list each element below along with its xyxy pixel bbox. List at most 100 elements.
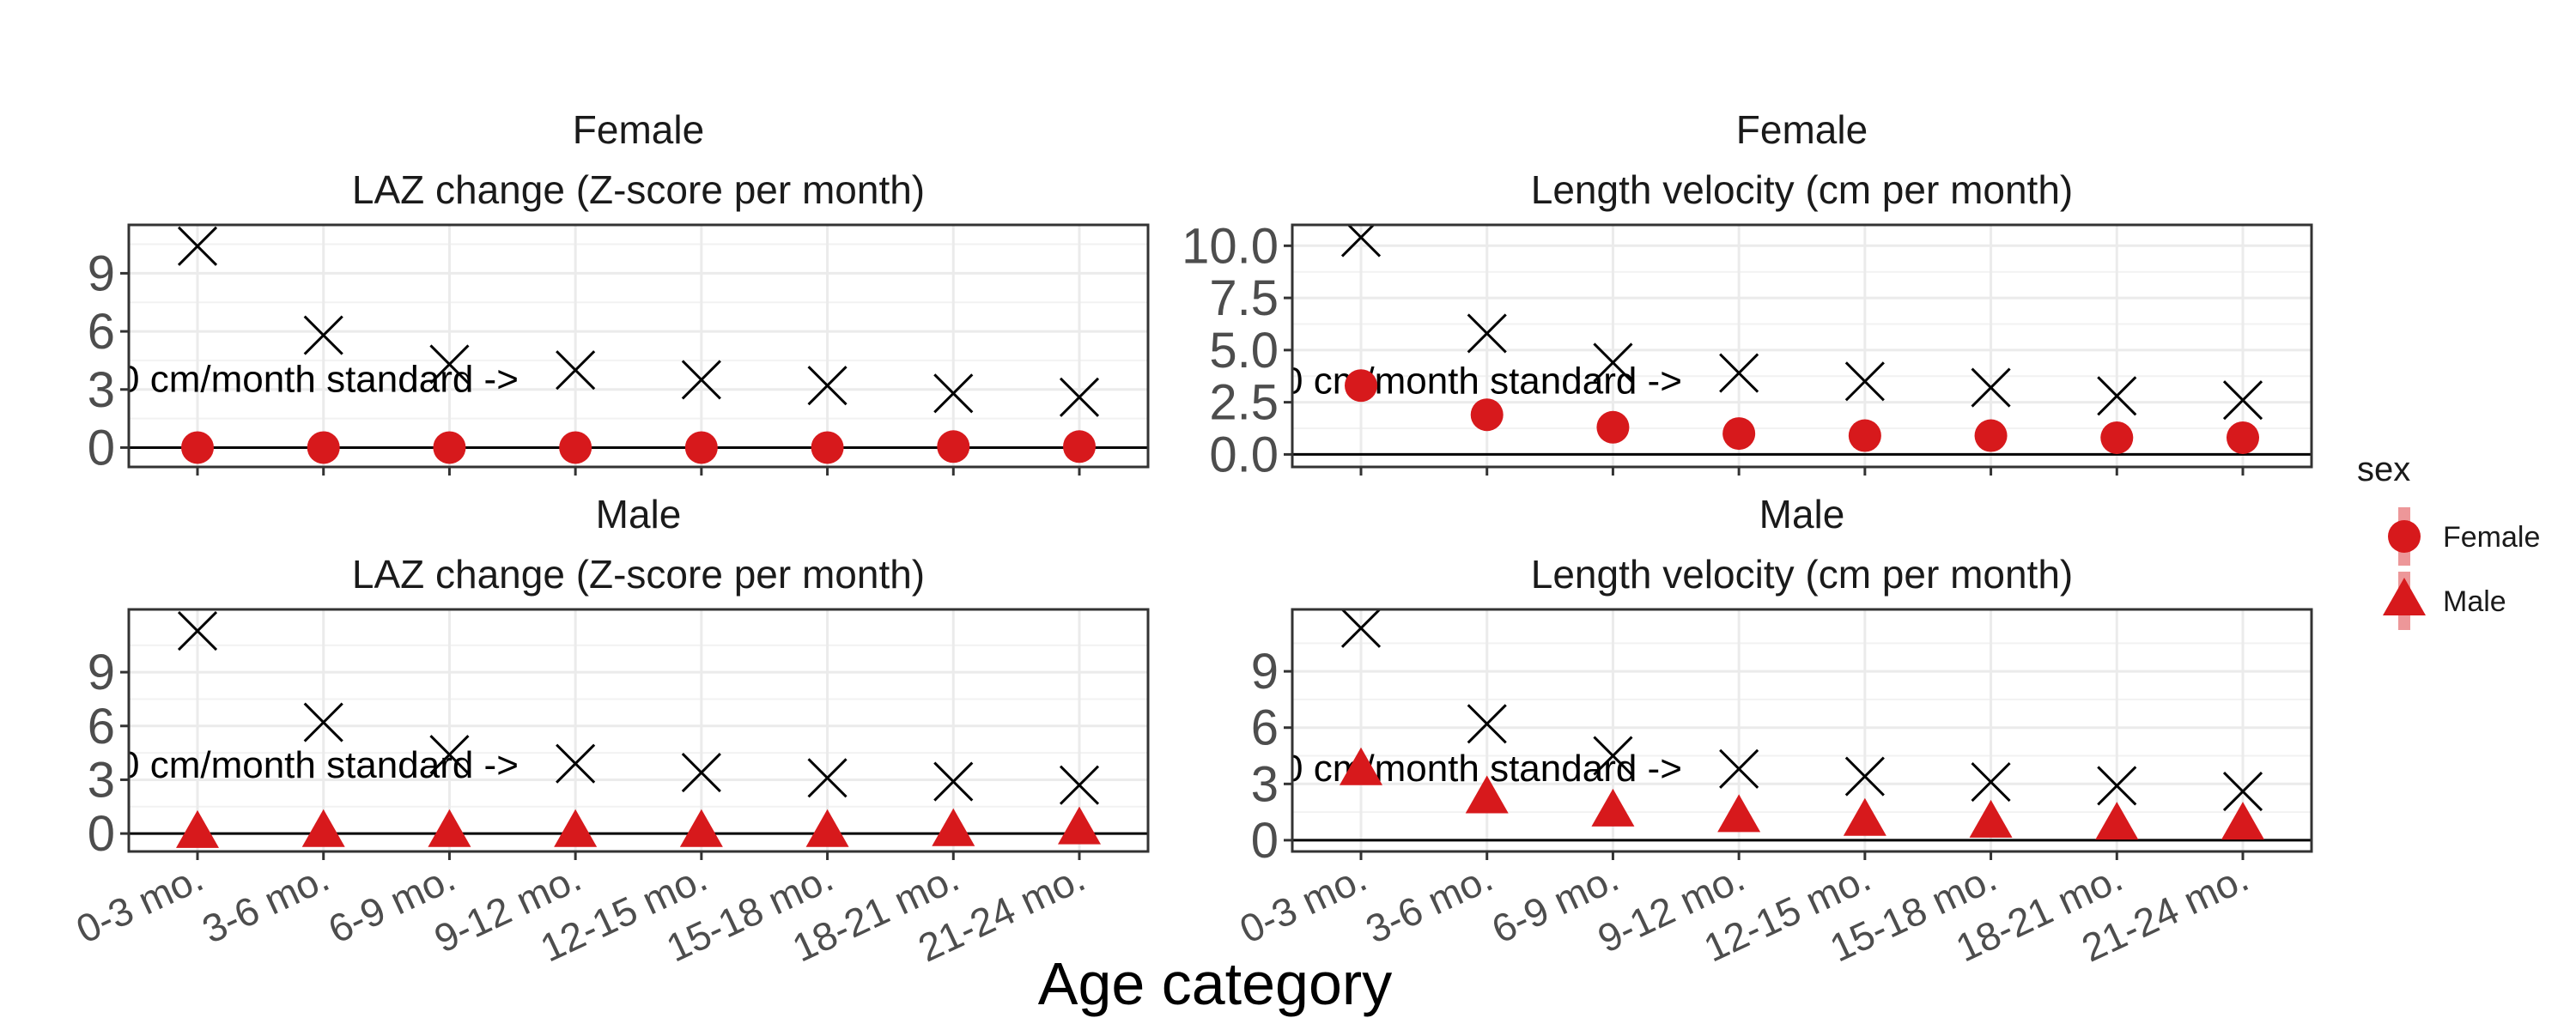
- reference-x-marker: [556, 743, 596, 784]
- x-marker-stroke: [177, 611, 218, 651]
- y-tick-label: 2.5: [1209, 375, 1279, 431]
- reference-x-marker: [303, 702, 343, 742]
- strip-label-top: Female: [573, 107, 704, 152]
- reference-x-marker: [933, 761, 974, 802]
- x-marker-stroke: [2097, 766, 2137, 806]
- data-point-triangle: [1465, 775, 1509, 814]
- reference-x-marker: [1719, 748, 1759, 789]
- legend-key-circle: [2388, 520, 2421, 553]
- data-point-triangle: [1058, 806, 1101, 845]
- reference-x-marker: [2097, 376, 2137, 416]
- reference-x-marker: [1467, 313, 1507, 354]
- data-point-circle: [1722, 417, 1756, 451]
- x-marker-stroke: [303, 702, 343, 742]
- strip-label-bottom: Length velocity (cm per month): [1531, 167, 2074, 212]
- x-marker-stroke: [1467, 313, 1507, 354]
- data-point-circle: [2100, 421, 2134, 454]
- panel-border: [127, 223, 1150, 469]
- x-marker-stroke: [1340, 225, 1376, 258]
- panel-background: [129, 609, 1148, 851]
- data-point-triangle: [1591, 788, 1635, 827]
- strip-label-bottom: Length velocity (cm per month): [1531, 552, 2074, 597]
- reference-x-marker: [1340, 609, 1382, 648]
- y-tick-label: 6: [1251, 700, 1279, 756]
- standard-annotation: 0 cm/month standard ->: [118, 359, 519, 401]
- reference-x-marker: [2222, 380, 2263, 421]
- data-point-triangle: [1340, 747, 1382, 785]
- data-point-triangle: [1969, 799, 2013, 838]
- strip-label-top: Male: [596, 492, 682, 536]
- strip-label-top: Female: [1736, 107, 1868, 152]
- reference-x-marker: [556, 350, 596, 391]
- x-tick-label: 0-3 mo.: [1233, 855, 1373, 952]
- legend-entry: Female: [2388, 507, 2540, 566]
- panel-data: 0 cm/month standard ->: [1282, 225, 2312, 456]
- reference-x-marker: [1971, 762, 2011, 803]
- standard-annotation: 0 cm/month standard ->: [1282, 360, 1682, 402]
- data-point-circle: [937, 430, 970, 464]
- y-tick-label: 6: [88, 699, 115, 754]
- facet-panel: Female Length velocity (cm per month) 0.02…: [1182, 107, 2313, 482]
- facet-panel: Male Length velocity (cm per month) 03690 …: [1233, 492, 2313, 971]
- y-tick-label: 9: [88, 645, 115, 700]
- x-marker-stroke: [1844, 756, 1885, 797]
- data-point-triangle: [428, 809, 471, 847]
- reference-x-marker: [807, 758, 848, 798]
- y-tick-label: 5.0: [1209, 323, 1279, 379]
- reference-x-marker: [1593, 342, 1633, 383]
- data-point-triangle: [176, 809, 219, 848]
- reference-x-marker: [177, 226, 218, 266]
- data-point-circle: [433, 431, 466, 464]
- y-tick-label: 0: [1251, 813, 1279, 869]
- reference-x-marker: [2097, 766, 2137, 806]
- reference-x-marker: [1971, 367, 2011, 408]
- x-marker-stroke: [1971, 367, 2011, 408]
- y-tick-label: 9: [1251, 644, 1279, 700]
- reference-x-marker: [1467, 704, 1507, 744]
- x-marker-stroke: [303, 315, 343, 355]
- x-marker-stroke: [2222, 771, 2263, 812]
- reference-x-marker: [1719, 353, 1759, 393]
- x-marker-stroke: [1059, 765, 1100, 805]
- strip-label-top: Male: [1759, 492, 1845, 536]
- panel-data: 0 cm/month standard ->: [118, 226, 1148, 464]
- facet-panel: Female LAZ change (Z-score per month) 0369…: [88, 107, 1150, 476]
- legend: sex Female Male: [2357, 451, 2540, 630]
- x-marker-stroke: [429, 344, 470, 385]
- data-point-circle: [1848, 419, 1881, 452]
- data-point-circle: [181, 431, 214, 464]
- x-axis-title: Age category: [1038, 950, 1392, 1017]
- data-point-circle: [1470, 398, 1504, 432]
- data-point-circle: [811, 431, 844, 464]
- data-point-triangle: [679, 809, 723, 847]
- reference-x-marker: [1844, 361, 1885, 402]
- x-marker-stroke: [1593, 736, 1633, 776]
- data-point-triangle: [805, 809, 849, 847]
- panel-data: 0 cm/month standard ->: [129, 611, 1148, 848]
- panel-background: [1292, 609, 2312, 851]
- data-point-triangle: [554, 809, 598, 847]
- reference-x-marker: [681, 360, 721, 400]
- x-marker-stroke: [933, 373, 974, 414]
- x-marker-stroke: [177, 226, 218, 266]
- strip-label-bottom: LAZ change (Z-score per month): [352, 552, 925, 597]
- reference-x-marker: [681, 753, 721, 793]
- reference-x-marker: [303, 315, 343, 355]
- x-marker-stroke: [1340, 609, 1382, 648]
- data-point-triangle: [2221, 802, 2264, 840]
- x-marker-stroke: [1719, 353, 1759, 393]
- legend-label: Male: [2443, 585, 2506, 618]
- x-tick-label: 3-6 mo.: [1359, 855, 1499, 952]
- x-marker-stroke: [1467, 704, 1507, 744]
- x-marker-stroke: [681, 360, 721, 400]
- y-tick-label: 6: [88, 304, 115, 360]
- reference-x-marker: [1059, 377, 1100, 417]
- data-point-triangle: [2095, 802, 2139, 840]
- panel-border: [127, 608, 1150, 853]
- reference-x-marker: [2222, 771, 2263, 812]
- data-point-circle: [1345, 369, 1377, 403]
- legend-entry: Male: [2383, 572, 2506, 630]
- x-marker-stroke: [1844, 361, 1885, 402]
